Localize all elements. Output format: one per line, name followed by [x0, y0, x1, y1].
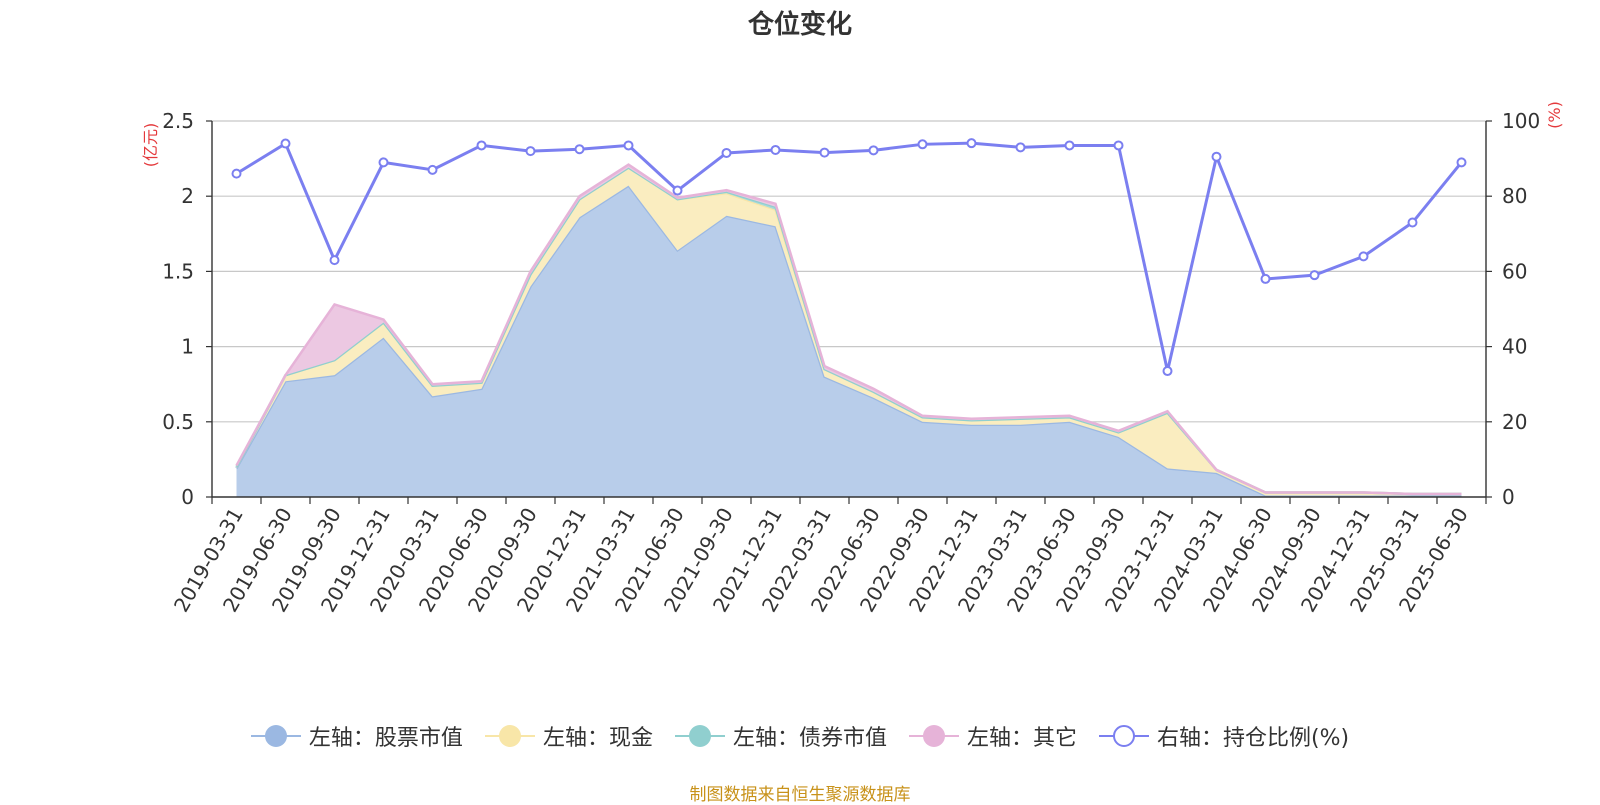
legend-item-cash[interactable]: 左轴：现金: [484, 720, 653, 752]
ratio-point: [1064, 140, 1075, 151]
ratio-point: [280, 138, 291, 149]
legend-label-ratio: 右轴：持仓比例(%): [1156, 726, 1350, 751]
legend-item-ratio[interactable]: 右轴：持仓比例(%): [1098, 720, 1350, 752]
legend-bond-marker-icon: [674, 723, 725, 749]
ratio-point: [1211, 151, 1222, 162]
ratio-point: [1407, 217, 1418, 228]
ratio-point: [1260, 273, 1271, 284]
y-right-unit-label: (%): [1545, 101, 1564, 129]
y-left-tick-label: 1.5: [162, 259, 194, 283]
ratio-point: [770, 144, 781, 155]
y-left-tick-label: 2.5: [162, 109, 194, 133]
legend-label-stock: 左轴：股票市值: [308, 726, 463, 751]
legend-ratio-marker-icon: [1098, 723, 1149, 749]
y-right-tick-label: 60: [1502, 259, 1527, 283]
y-left-unit-label: (亿元): [141, 123, 160, 168]
legend-label-bond: 左轴：债券市值: [732, 726, 887, 751]
legend-item-bond[interactable]: 左轴：债券市值: [674, 720, 887, 752]
y-left-tick-label: 0: [181, 485, 194, 509]
legend: 左轴：股票市值 左轴：现金 左轴：债券市值 左轴：其它 右轴：持仓比例(%): [0, 718, 1600, 754]
y-right-tick-label: 20: [1502, 410, 1527, 434]
y-right-tick-label: 100: [1502, 109, 1540, 133]
legend-item-other[interactable]: 左轴：其它: [908, 720, 1077, 752]
y-left-tick-label: 1: [181, 335, 194, 359]
chart-title: 仓位变化: [747, 10, 852, 40]
area-series-0: [236, 185, 1462, 497]
ratio-point: [1015, 142, 1026, 153]
ratio-point: [672, 185, 683, 196]
legend-label-cash: 左轴：现金: [542, 726, 653, 751]
ratio-point: [623, 140, 634, 151]
legend-cash-marker-icon: [484, 723, 535, 749]
ratio-point: [329, 255, 340, 266]
ratio-point: [917, 139, 928, 150]
legend-stock-marker-icon: [250, 723, 301, 749]
ratio-point: [966, 138, 977, 149]
ratio-point: [476, 140, 487, 151]
y-right-tick-label: 0: [1502, 485, 1515, 509]
ratio-point: [1309, 270, 1320, 281]
area-line-series-3: [235, 163, 1462, 496]
ratio-point: [427, 164, 438, 175]
ratio-point: [1113, 140, 1124, 151]
y-right-tick-label: 80: [1502, 184, 1527, 208]
data-source-note: 制图数据来自恒生聚源数据库: [689, 785, 911, 805]
y-right-tick-label: 40: [1502, 335, 1527, 359]
y-left-tick-label: 0.5: [162, 410, 194, 434]
ratio-point: [231, 168, 242, 179]
ratio-point: [378, 157, 389, 168]
ratio-point: [1358, 251, 1369, 262]
legend-item-stock[interactable]: 左轴：股票市值: [250, 720, 463, 752]
ratio-point: [1456, 157, 1467, 168]
ratio-point: [721, 147, 732, 158]
ratio-point: [525, 146, 536, 157]
y-left-tick-label: 2: [181, 184, 194, 208]
legend-other-marker-icon: [908, 723, 959, 749]
legend-label-other: 左轴：其它: [966, 726, 1077, 751]
ratio-point: [819, 147, 830, 158]
ratio-point: [1162, 366, 1173, 377]
ratio-point: [574, 144, 585, 155]
ratio-line: [235, 141, 1463, 372]
ratio-point: [868, 145, 879, 156]
